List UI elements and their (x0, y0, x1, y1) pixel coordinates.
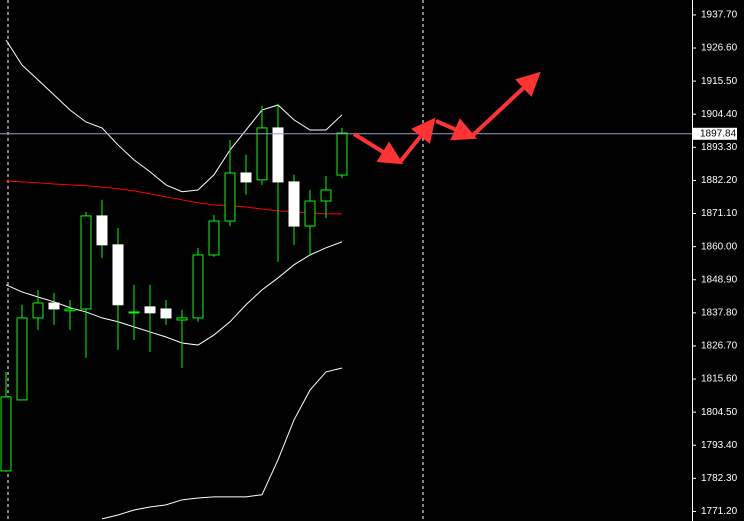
candle-body (160, 308, 172, 319)
arrow (398, 117, 436, 164)
y-tick-label: 1826.70 (701, 341, 738, 352)
candle-body (112, 244, 124, 306)
candle-body (240, 172, 252, 183)
candle-body (224, 172, 236, 222)
y-tick-label: 1771.20 (701, 506, 738, 517)
candle-body (144, 306, 156, 314)
annotation-arrows (352, 71, 541, 165)
y-tick-label: 1815.60 (701, 374, 738, 385)
candle-body (48, 302, 60, 310)
y-tick-label: 1904.40 (701, 109, 738, 120)
arrow (435, 118, 478, 141)
y-tick-label: 1837.80 (701, 307, 738, 318)
indicator-line (5, 180, 342, 215)
y-tick-label: 1782.30 (701, 473, 738, 484)
candle-body (192, 254, 204, 319)
candle-body (272, 127, 284, 183)
candle-body (80, 215, 92, 310)
candle-body (256, 127, 268, 181)
candle-body (16, 317, 28, 401)
y-tick-label: 1871.10 (701, 208, 738, 219)
y-tick-label: 1882.20 (701, 175, 738, 186)
indicator-line (101, 367, 343, 520)
y-tick-label: 1937.70 (701, 10, 738, 21)
arrow (352, 132, 404, 165)
indicator-line (5, 241, 343, 346)
candle-body (32, 302, 44, 319)
candle-body (128, 311, 140, 314)
y-tick-label: 1804.50 (701, 407, 738, 418)
candle-body (304, 200, 316, 227)
arrow (470, 71, 541, 138)
y-tick-label: 1893.30 (701, 142, 738, 153)
candle-body (288, 181, 300, 227)
indicator-line (5, 39, 343, 193)
candle-body (320, 189, 332, 202)
y-tick-label: 1926.60 (701, 43, 738, 54)
plot-area (0, 39, 692, 520)
candle-body (336, 132, 348, 176)
candle-body (208, 220, 220, 256)
candle-body (96, 215, 108, 246)
current-price-label: 1897.84 (700, 128, 737, 139)
y-tick-label: 1793.40 (701, 440, 738, 451)
current-price-box (693, 127, 737, 140)
candle-body (64, 308, 76, 312)
y-tick-label: 1848.90 (701, 274, 738, 285)
y-tick-label: 1915.50 (701, 76, 738, 87)
candle-body (176, 317, 188, 321)
y-tick-label: 1860.00 (701, 241, 738, 252)
candle-body (0, 396, 12, 472)
